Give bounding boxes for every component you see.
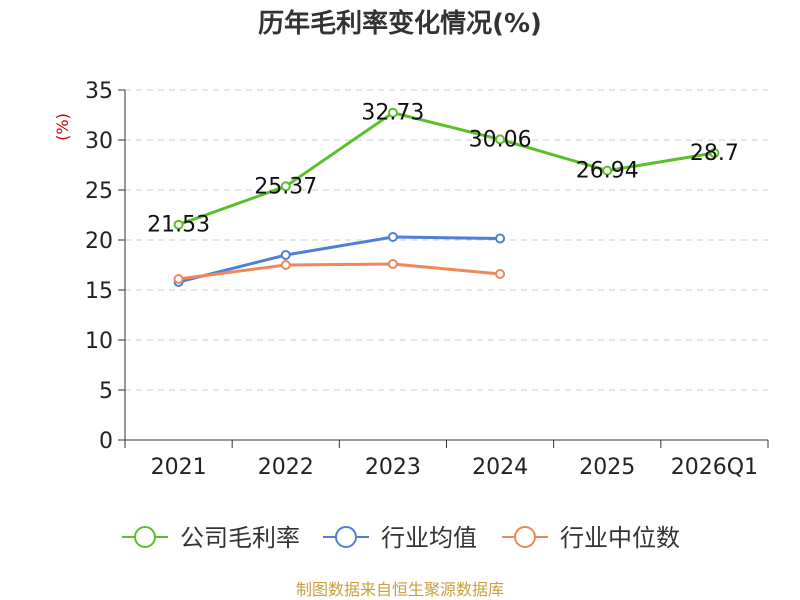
- series-2-point-2023: [387, 259, 398, 269]
- y-tick-label-0: 0: [99, 429, 113, 454]
- x-tick-label-2022: 2022: [258, 455, 314, 480]
- series-0-point-2021: [173, 219, 184, 230]
- series-2-point-2022: [280, 260, 291, 270]
- series-0-point-2025: [602, 165, 613, 176]
- series-line-1: [178, 235, 501, 284]
- data-label-2024: 30.06: [469, 127, 532, 152]
- y-axis-unit-label: (%): [53, 113, 72, 141]
- legend-label-2: 行业中位数: [560, 524, 680, 552]
- series-1-point-2024: [495, 233, 506, 244]
- data-labels: 21.53 25.37 32.73 30.06 26.94 28.7: [147, 101, 739, 238]
- data-label-2021: 21.53: [147, 213, 210, 238]
- series-2-point-2024: [495, 269, 506, 279]
- y-tick-label-20: 20: [85, 229, 113, 254]
- series-0-point-2026Q1: [709, 148, 720, 158]
- data-label-2022: 25.37: [254, 174, 317, 199]
- legend-marker-2: [514, 526, 536, 548]
- legend-label-1: 行业均值: [381, 524, 477, 552]
- legend: 公司毛利率 行业均值 行业中位数: [122, 524, 680, 552]
- data-label-2025: 26.94: [576, 159, 639, 184]
- series-1-point-2023: [387, 232, 398, 242]
- y-tick-label-5: 5: [99, 379, 113, 404]
- y-tick-label-35: 35: [85, 79, 113, 104]
- grid-lines: [125, 89, 768, 391]
- data-label-2026Q1: 28.7: [690, 141, 739, 166]
- y-tick-label-15: 15: [85, 279, 113, 304]
- y-tick-label-25: 25: [85, 179, 113, 204]
- series-2-point-2021: [173, 274, 184, 284]
- x-tick-label-2026Q1: 2026Q1: [671, 455, 758, 480]
- series-line-0: [178, 111, 715, 227]
- series-layer: [173, 107, 720, 287]
- x-tick-label-2021: 2021: [151, 455, 207, 480]
- legend-marker-1: [335, 526, 357, 548]
- y-tick-label-30: 30: [85, 129, 113, 154]
- data-label-2023: 32.73: [361, 101, 424, 126]
- legend-label-0: 公司毛利率: [180, 524, 300, 552]
- series-0-point-2024: [495, 134, 506, 145]
- x-tick-label-2023: 2023: [365, 455, 421, 480]
- series-0-point-2023: [387, 107, 398, 118]
- series-1-point-2022: [280, 250, 291, 260]
- legend-marker-0: [134, 526, 156, 548]
- source-note: 制图数据来自恒生聚源数据库: [296, 580, 504, 599]
- x-tick-label-2024: 2024: [472, 455, 528, 480]
- series-line-2: [178, 262, 501, 281]
- series-0-point-2022: [280, 181, 291, 192]
- y-tick-label-10: 10: [85, 329, 113, 354]
- chart-title: 历年毛利率变化情况(%): [258, 8, 542, 39]
- x-tick-label-2025: 2025: [579, 455, 635, 480]
